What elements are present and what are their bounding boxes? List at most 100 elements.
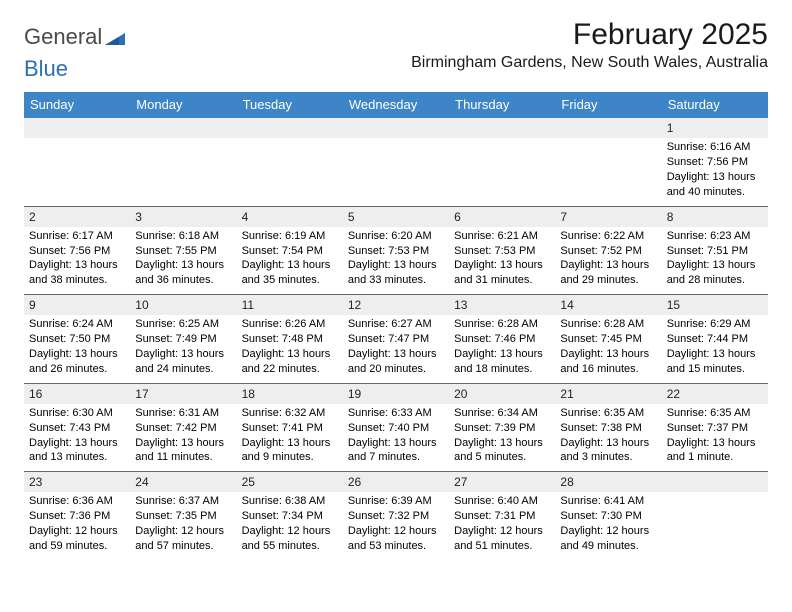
daylight2-text: and 33 minutes. (348, 273, 444, 288)
daylight1-text: Daylight: 12 hours (29, 524, 125, 539)
day-number: 17 (130, 384, 236, 404)
day-number: 14 (555, 295, 661, 315)
daylight2-text: and 59 minutes. (29, 539, 125, 554)
day-cell: 26Sunrise: 6:39 AMSunset: 7:32 PMDayligh… (343, 472, 449, 560)
sunrise-text: Sunrise: 6:31 AM (135, 406, 231, 421)
day-cell: 10Sunrise: 6:25 AMSunset: 7:49 PMDayligh… (130, 295, 236, 383)
day-cell: 24Sunrise: 6:37 AMSunset: 7:35 PMDayligh… (130, 472, 236, 560)
dayhead-thu: Thursday (449, 92, 555, 118)
day-number: 18 (237, 384, 343, 404)
brand-logo: General (24, 24, 125, 50)
daylight2-text: and 18 minutes. (454, 362, 550, 377)
sunrise-text: Sunrise: 6:29 AM (667, 317, 763, 332)
sunrise-text: Sunrise: 6:17 AM (29, 229, 125, 244)
daylight2-text: and 16 minutes. (560, 362, 656, 377)
day-number: 24 (130, 472, 236, 492)
brand-triangle-icon (105, 29, 125, 45)
daylight2-text: and 5 minutes. (454, 450, 550, 465)
day-number: 12 (343, 295, 449, 315)
day-number: 9 (24, 295, 130, 315)
sunrise-text: Sunrise: 6:25 AM (135, 317, 231, 332)
sunrise-text: Sunrise: 6:28 AM (560, 317, 656, 332)
day-cell: 1Sunrise: 6:16 AMSunset: 7:56 PMDaylight… (662, 118, 768, 206)
day-cell (449, 118, 555, 206)
calendar-grid: Sunday Monday Tuesday Wednesday Thursday… (24, 92, 768, 560)
sunset-text: Sunset: 7:45 PM (560, 332, 656, 347)
daylight2-text: and 40 minutes. (667, 185, 763, 200)
day-cell (130, 118, 236, 206)
sunset-text: Sunset: 7:51 PM (667, 244, 763, 259)
day-number: 8 (662, 207, 768, 227)
sunset-text: Sunset: 7:42 PM (135, 421, 231, 436)
daylight2-text: and 26 minutes. (29, 362, 125, 377)
sunset-text: Sunset: 7:54 PM (242, 244, 338, 259)
day-cell: 27Sunrise: 6:40 AMSunset: 7:31 PMDayligh… (449, 472, 555, 560)
day-number: 10 (130, 295, 236, 315)
sunrise-text: Sunrise: 6:26 AM (242, 317, 338, 332)
month-title: February 2025 (411, 18, 768, 52)
sunrise-text: Sunrise: 6:20 AM (348, 229, 444, 244)
day-cell (555, 118, 661, 206)
sunrise-text: Sunrise: 6:41 AM (560, 494, 656, 509)
day-number (130, 118, 236, 138)
daylight1-text: Daylight: 13 hours (560, 347, 656, 362)
week-row: 9Sunrise: 6:24 AMSunset: 7:50 PMDaylight… (24, 295, 768, 384)
daylight1-text: Daylight: 13 hours (348, 258, 444, 273)
day-cell: 23Sunrise: 6:36 AMSunset: 7:36 PMDayligh… (24, 472, 130, 560)
day-cell: 25Sunrise: 6:38 AMSunset: 7:34 PMDayligh… (237, 472, 343, 560)
dayhead-wed: Wednesday (343, 92, 449, 118)
day-cell: 11Sunrise: 6:26 AMSunset: 7:48 PMDayligh… (237, 295, 343, 383)
daylight1-text: Daylight: 12 hours (560, 524, 656, 539)
day-number (24, 118, 130, 138)
day-number: 6 (449, 207, 555, 227)
daylight1-text: Daylight: 13 hours (135, 436, 231, 451)
day-cell (237, 118, 343, 206)
daylight2-text: and 28 minutes. (667, 273, 763, 288)
day-number: 1 (662, 118, 768, 138)
sunrise-text: Sunrise: 6:27 AM (348, 317, 444, 332)
sunset-text: Sunset: 7:30 PM (560, 509, 656, 524)
daylight1-text: Daylight: 13 hours (560, 436, 656, 451)
day-cell: 21Sunrise: 6:35 AMSunset: 7:38 PMDayligh… (555, 384, 661, 472)
daylight2-text: and 1 minute. (667, 450, 763, 465)
day-number: 26 (343, 472, 449, 492)
sunset-text: Sunset: 7:40 PM (348, 421, 444, 436)
daylight2-text: and 22 minutes. (242, 362, 338, 377)
day-number: 21 (555, 384, 661, 404)
sunset-text: Sunset: 7:34 PM (242, 509, 338, 524)
sunrise-text: Sunrise: 6:19 AM (242, 229, 338, 244)
sunrise-text: Sunrise: 6:21 AM (454, 229, 550, 244)
day-number: 16 (24, 384, 130, 404)
day-cell: 13Sunrise: 6:28 AMSunset: 7:46 PMDayligh… (449, 295, 555, 383)
day-number: 15 (662, 295, 768, 315)
day-cell: 20Sunrise: 6:34 AMSunset: 7:39 PMDayligh… (449, 384, 555, 472)
daylight1-text: Daylight: 13 hours (560, 258, 656, 273)
sunset-text: Sunset: 7:56 PM (667, 155, 763, 170)
daylight1-text: Daylight: 13 hours (667, 436, 763, 451)
daylight1-text: Daylight: 13 hours (454, 347, 550, 362)
day-number: 3 (130, 207, 236, 227)
sunset-text: Sunset: 7:48 PM (242, 332, 338, 347)
daylight2-text: and 15 minutes. (667, 362, 763, 377)
brand-word2: Blue (24, 56, 68, 82)
day-cell: 14 Sunrise: 6:28 AMSunset: 7:45 PMDayligh… (555, 295, 661, 383)
sunrise-text: Sunrise: 6:37 AM (135, 494, 231, 509)
day-cell: 18Sunrise: 6:32 AMSunset: 7:41 PMDayligh… (237, 384, 343, 472)
sunrise-text: Sunrise: 6:33 AM (348, 406, 444, 421)
daylight1-text: Daylight: 13 hours (667, 258, 763, 273)
day-header-row: Sunday Monday Tuesday Wednesday Thursday… (24, 92, 768, 118)
day-number (662, 472, 768, 492)
day-cell: 16Sunrise: 6:30 AMSunset: 7:43 PMDayligh… (24, 384, 130, 472)
sunrise-text: Sunrise: 6:22 AM (560, 229, 656, 244)
dayhead-fri: Friday (555, 92, 661, 118)
day-cell: 5Sunrise: 6:20 AMSunset: 7:53 PMDaylight… (343, 207, 449, 295)
daylight2-text: and 9 minutes. (242, 450, 338, 465)
sunset-text: Sunset: 7:37 PM (667, 421, 763, 436)
daylight1-text: Daylight: 12 hours (348, 524, 444, 539)
sunrise-text: Sunrise: 6:34 AM (454, 406, 550, 421)
sunset-text: Sunset: 7:50 PM (29, 332, 125, 347)
daylight2-text: and 20 minutes. (348, 362, 444, 377)
sunset-text: Sunset: 7:53 PM (454, 244, 550, 259)
daylight2-text: and 53 minutes. (348, 539, 444, 554)
sunset-text: Sunset: 7:56 PM (29, 244, 125, 259)
